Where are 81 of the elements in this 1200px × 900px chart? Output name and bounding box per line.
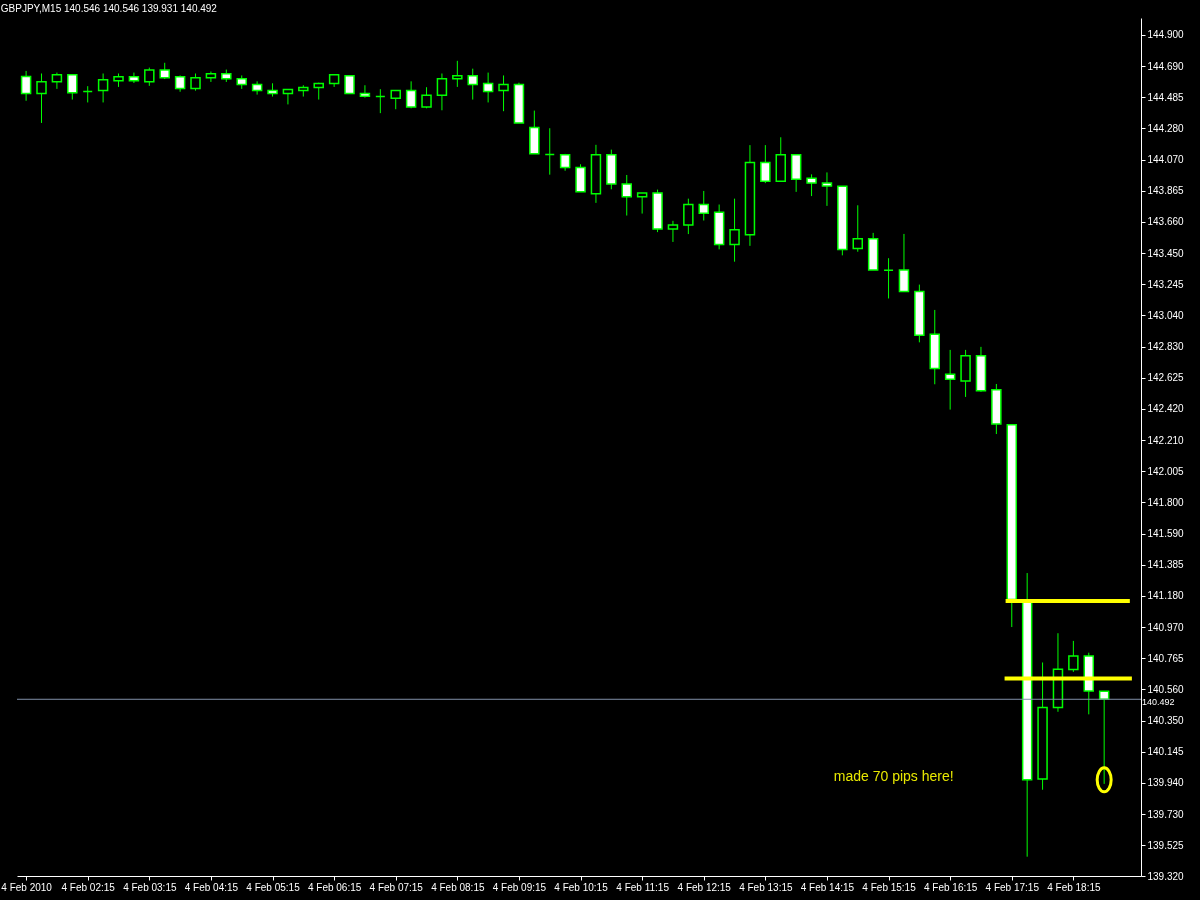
y-tick-label: 144.280 [1147, 122, 1185, 134]
x-tick-label: 4 Feb 06:15 [307, 881, 362, 893]
candlestick [760, 144, 771, 184]
annotation: made 70 pips here! [833, 768, 954, 785]
candlestick [251, 80, 263, 96]
y-tick-label: 140.560 [1147, 683, 1185, 695]
y-tick-label: 143.450 [1147, 247, 1185, 259]
y-tick-label: 142.420 [1147, 403, 1185, 415]
candlestick [1068, 640, 1079, 673]
x-tick-label: 4 Feb 07:15 [369, 881, 424, 893]
x-tick-label: 4 Feb 09:15 [492, 881, 547, 893]
y-tick-label: 143.865 [1147, 185, 1185, 197]
x-tick-label: 4 Feb 04:15 [184, 881, 239, 893]
candlestick [482, 72, 494, 103]
x-tick-label: 4 Feb 02:15 [61, 881, 116, 893]
candlestick [436, 72, 448, 111]
x-tick-label: 4 Feb 12:15 [677, 881, 732, 893]
candlestick [944, 349, 956, 411]
candlestick [359, 84, 371, 99]
candlestick [390, 89, 401, 110]
candlestick [51, 72, 63, 90]
candlestick [683, 198, 694, 235]
y-tick-label: 143.660 [1147, 216, 1185, 228]
y-tick-label: 139.525 [1147, 839, 1185, 851]
candlestick [20, 70, 32, 102]
x-tick-label: 4 Feb 17:15 [985, 881, 1040, 893]
y-tick-label: 141.385 [1147, 559, 1185, 571]
x-tick-label: 4 Feb 16:15 [923, 881, 978, 893]
y-tick-label: 144.485 [1147, 91, 1185, 103]
candlestick [698, 190, 709, 222]
candlestick [97, 72, 109, 103]
y-tick-label: 141.590 [1147, 528, 1185, 540]
x-tick-label: 4 Feb 2010 [1, 881, 53, 893]
y-tick-label: 140.970 [1147, 621, 1185, 633]
candlestick [67, 74, 78, 101]
candlestick [729, 198, 740, 263]
candlestick [636, 192, 648, 215]
x-tick-label: 4 Feb 18:15 [1047, 881, 1101, 893]
y-tick-label: 141.180 [1147, 590, 1185, 602]
y-tick-label: 142.625 [1147, 372, 1185, 384]
candlestick [806, 173, 817, 197]
ref-line-label: 140.492 [1142, 697, 1175, 708]
x-tick-label: 4 Feb 15:15 [862, 881, 917, 893]
y-tick-label: 139.730 [1147, 808, 1185, 820]
x-tick-label: 4 Feb 03:15 [123, 881, 177, 893]
x-tick-label: 4 Feb 05:15 [246, 881, 301, 893]
candlestick [144, 67, 155, 87]
y-tick-label: 142.830 [1147, 341, 1185, 353]
y-tick-label: 142.210 [1147, 434, 1185, 446]
candlestick [405, 80, 417, 109]
y-tick-label: 139.940 [1147, 777, 1185, 789]
candlestick [282, 88, 294, 105]
y-tick-label: 144.690 [1147, 60, 1185, 72]
candlestick [36, 72, 47, 124]
candlestick [667, 220, 679, 243]
candlestick [205, 71, 217, 83]
x-tick-label: 4 Feb 11:15 [616, 881, 670, 893]
candlestick [452, 60, 463, 88]
chart-title: GBPJPY,M15 140.546 140.546 139.931 140.492 [0, 3, 218, 14]
x-tick-label: 4 Feb 08:15 [431, 881, 485, 893]
x-tick-label: 4 Feb 14:15 [800, 881, 855, 893]
y-tick-label: 143.040 [1147, 309, 1185, 321]
candlestick [621, 174, 632, 217]
x-tick-label: 4 Feb 13:15 [739, 881, 793, 893]
y-tick-label: 144.900 [1147, 29, 1185, 41]
candlestick [498, 74, 509, 112]
x-tick-label: 4 Feb 10:15 [554, 881, 609, 893]
y-tick-label: 141.800 [1147, 496, 1185, 508]
candlestick [821, 171, 833, 207]
candlestick [467, 68, 478, 101]
candlestick [852, 204, 864, 253]
candlestick [898, 233, 910, 293]
candlestick [128, 72, 140, 84]
y-tick-label: 140.145 [1147, 746, 1185, 758]
candlestick [1098, 690, 1110, 785]
y-tick-label: 143.245 [1147, 278, 1185, 290]
y-tick-label: 144.070 [1147, 154, 1185, 166]
y-tick-label: 139.320 [1147, 870, 1185, 882]
y-tick-label: 140.350 [1147, 715, 1185, 727]
y-tick-label: 142.005 [1147, 465, 1185, 477]
y-tick-label: 140.765 [1147, 652, 1185, 664]
